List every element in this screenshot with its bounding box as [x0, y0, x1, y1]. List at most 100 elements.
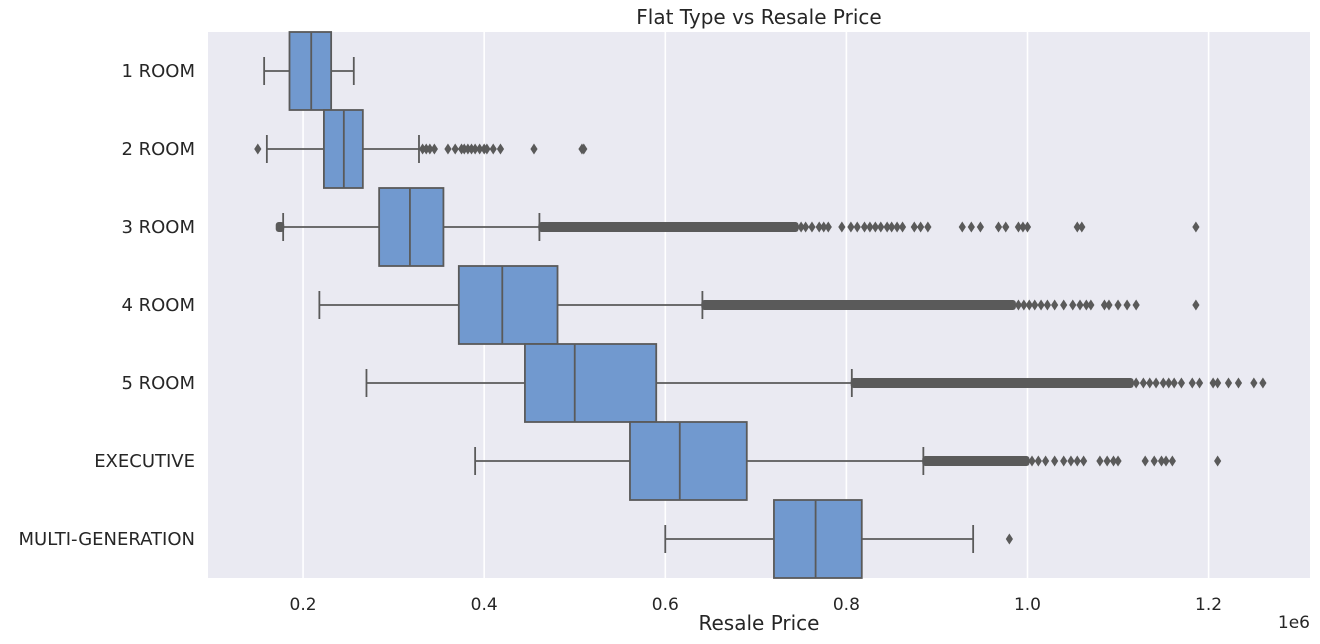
y-category-labels: 1 ROOM 2 ROOM 3 ROOM 4 ROOM 5 ROOM EXECUTIVE M…	[18, 61, 195, 550]
outlier-point	[1028, 455, 1036, 467]
y-category-label: 2 ROOM	[121, 139, 195, 160]
outlier-point	[1025, 299, 1033, 311]
outlier-point	[893, 221, 901, 233]
outlier-point	[451, 143, 459, 155]
outlier-point	[1060, 455, 1068, 467]
outlier-point	[426, 143, 434, 155]
box-group	[254, 109, 588, 189]
outlier-point	[976, 221, 984, 233]
box-group	[275, 187, 1200, 267]
outlier-point	[1069, 299, 1077, 311]
box-group	[318, 265, 1200, 345]
outlier-point	[471, 143, 479, 155]
outlier-point	[1250, 377, 1258, 389]
outlier-point	[476, 143, 484, 155]
outlier-point	[888, 221, 896, 233]
outlier-point	[1060, 299, 1068, 311]
outlier-point	[917, 221, 925, 233]
outlier-point	[853, 221, 861, 233]
x-tick-label: 0.2	[290, 595, 317, 615]
outlier-point	[1114, 455, 1122, 467]
outlier-point	[489, 143, 497, 155]
outlier-point	[1195, 377, 1204, 389]
outlier-point	[254, 143, 262, 155]
outlier-point	[1259, 377, 1267, 389]
outlier-point	[1159, 377, 1167, 389]
outlier-point	[1168, 455, 1176, 467]
outlier-point	[1051, 299, 1059, 311]
outlier-point	[1034, 455, 1042, 467]
outlier-point	[1214, 455, 1222, 467]
outlier-point	[1123, 299, 1131, 311]
y-category-label: 3 ROOM	[121, 217, 195, 238]
outlier-point	[1002, 221, 1010, 233]
outlier-point	[1078, 221, 1086, 233]
outlier-point	[1037, 299, 1045, 311]
x-tick-label: 0.6	[652, 595, 679, 615]
outlier-point	[464, 143, 472, 155]
chart-title: Flat Type vs Resale Price	[636, 5, 881, 29]
outlier-point	[1067, 455, 1075, 467]
x-tick-labels: 0.2 0.4 0.6 0.8 1.0 1.2	[290, 595, 1223, 615]
box	[288, 31, 333, 111]
outlier-point	[883, 221, 891, 233]
outlier-point	[1152, 377, 1160, 389]
outlier-point	[1073, 455, 1081, 467]
outlier-point	[847, 221, 855, 233]
outlier-cluster	[538, 222, 799, 232]
outlier-point	[444, 143, 452, 155]
boxes-layer	[254, 31, 1267, 579]
outlier-cluster	[701, 300, 1016, 310]
outlier-point	[808, 221, 816, 233]
x-tick-label: 1.0	[1014, 595, 1041, 615]
outlier-point	[958, 221, 966, 233]
box-group	[664, 499, 1013, 579]
x-tick-label: 1.2	[1195, 595, 1222, 615]
outlier-point	[1014, 221, 1023, 233]
x-offset-label: 1e6	[1278, 613, 1310, 633]
outlier-point	[1192, 299, 1200, 311]
y-category-label: 5 ROOM	[121, 373, 195, 394]
outlier-point	[866, 221, 874, 233]
outlier-point	[422, 143, 430, 155]
outlier-point	[1103, 455, 1111, 467]
outlier-point	[802, 221, 810, 233]
outlier-point	[1020, 299, 1028, 311]
outlier-point	[815, 221, 823, 233]
outlier-point	[1051, 455, 1059, 467]
box	[378, 187, 445, 267]
outlier-point	[877, 221, 885, 233]
outlier-point	[483, 143, 491, 155]
outlier-point	[1234, 377, 1243, 389]
outlier-point	[1132, 377, 1140, 389]
outlier-point	[910, 221, 918, 233]
outlier-point	[838, 221, 846, 233]
outlier-point	[994, 221, 1003, 233]
outlier-cluster	[922, 456, 1030, 466]
box	[524, 343, 658, 423]
outlier-point	[967, 221, 975, 233]
outlier-point	[1041, 455, 1050, 467]
outlier-point	[1105, 299, 1113, 311]
outlier-point	[1076, 299, 1084, 311]
box	[773, 499, 863, 579]
outlier-point	[1162, 455, 1170, 467]
outlier-point	[1096, 455, 1104, 467]
outlier-point	[1139, 377, 1147, 389]
outlier-point	[1073, 221, 1081, 233]
outlier-point	[1141, 455, 1149, 467]
outlier-point	[1080, 455, 1088, 467]
outlier-point	[924, 221, 932, 233]
outlier-point	[1031, 299, 1039, 311]
outlier-point	[1209, 377, 1217, 389]
outlier-point	[820, 221, 828, 233]
outlier-point	[530, 143, 538, 155]
outlier-point	[1170, 377, 1178, 389]
outlier-point	[1109, 455, 1118, 467]
outlier-point	[1005, 533, 1013, 545]
outlier-point	[460, 143, 468, 155]
x-axis-label: Resale Price	[699, 611, 820, 635]
outlier-point	[1132, 299, 1140, 311]
outlier-point	[860, 221, 869, 233]
